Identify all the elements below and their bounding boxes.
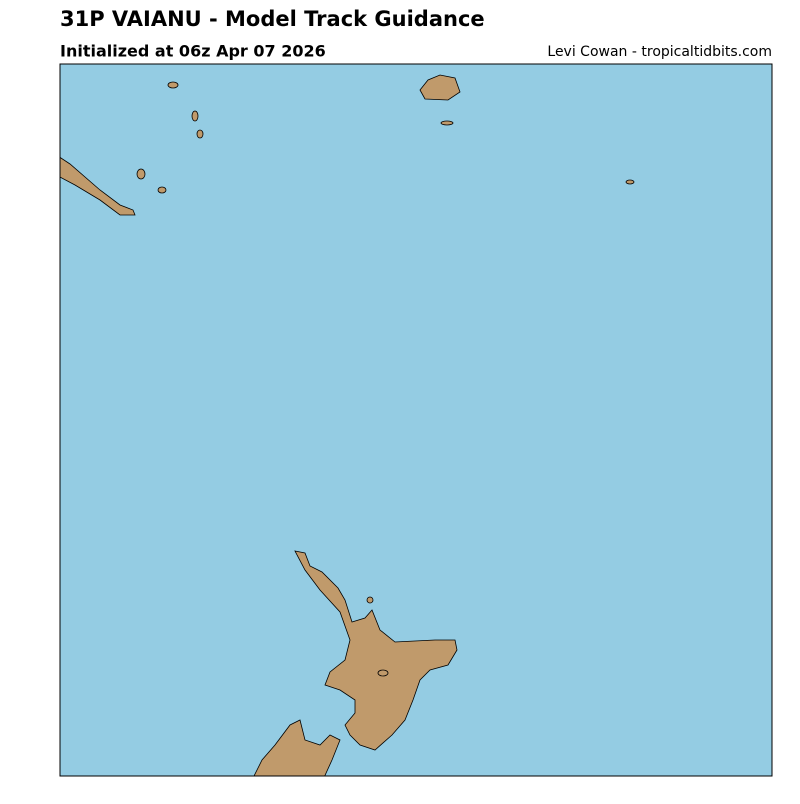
island — [625, 179, 635, 185]
island — [157, 186, 167, 194]
land — [60, 74, 635, 776]
map-frame — [59, 63, 773, 777]
island — [167, 81, 179, 89]
new-caledonia — [60, 156, 136, 216]
credit: Levi Cowan - tropicaltidbits.com — [547, 44, 772, 60]
map-area — [60, 64, 772, 776]
island — [196, 129, 204, 139]
fiji — [419, 74, 461, 101]
island — [440, 120, 454, 126]
north-island — [294, 550, 458, 751]
island — [191, 110, 199, 122]
island — [366, 596, 374, 604]
title: 31P VAIANU - Model Track Guidance — [60, 7, 485, 31]
south-island — [253, 719, 341, 776]
island — [136, 168, 146, 180]
island — [377, 669, 389, 677]
subtitle: Initialized at 06z Apr 07 2026 — [60, 42, 326, 61]
